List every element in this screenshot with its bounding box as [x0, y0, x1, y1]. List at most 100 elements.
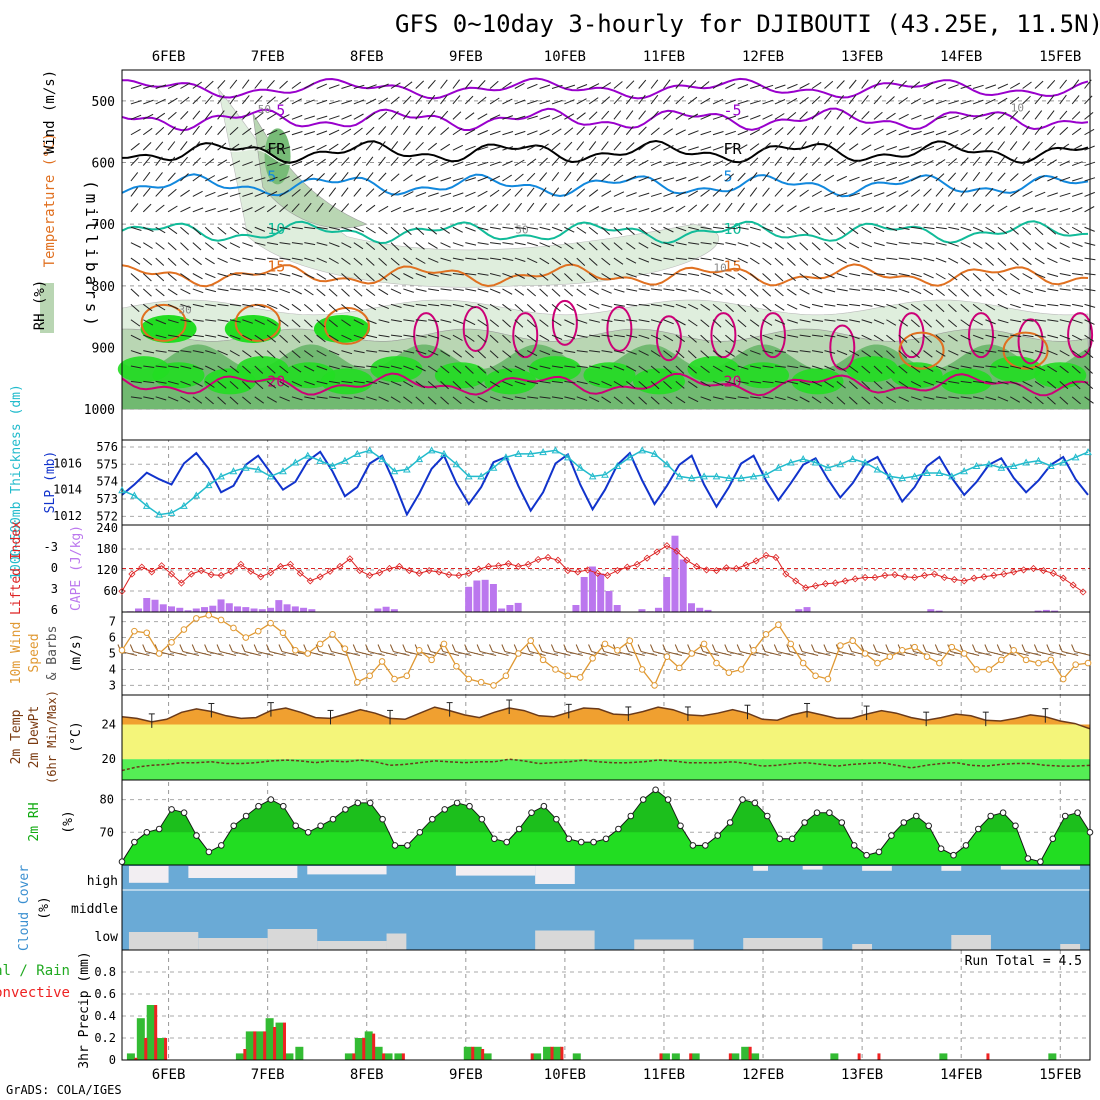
upper-wind-barb: [192, 125, 200, 136]
surface-wind-barb-feather: [501, 644, 506, 652]
upper-wind-barb: [353, 273, 363, 282]
upper-wind-barb: [316, 350, 327, 357]
upper-wind-barb: [997, 205, 1008, 213]
surface-wind-barb: [839, 651, 856, 656]
upper-wind-barb: [514, 350, 525, 358]
wind-speed-marker: [391, 675, 398, 683]
wind-speed-marker: [626, 637, 634, 645]
upper-wind-barb: [650, 334, 662, 341]
upper-wind-barb: [303, 303, 314, 312]
upper-wind-barb: [725, 187, 734, 197]
upper-wind-barb: [341, 365, 353, 369]
upper-wind-barb: [588, 242, 598, 251]
upper-wind-barb: [291, 319, 301, 328]
upper-wind-barb: [266, 176, 278, 182]
rh-marker: [1024, 855, 1032, 862]
upper-wind-barb: [787, 303, 798, 310]
upper-wind-barb: [910, 175, 922, 182]
upper-wind-barb: [452, 144, 464, 151]
upper-wind-barb: [898, 204, 908, 213]
upper-wind-barb: [514, 365, 526, 372]
upper-wind-barb: [155, 257, 165, 266]
upper-wind-barb: [551, 380, 563, 384]
wind-speed-marker: [1022, 656, 1030, 664]
precip-total-bar: [572, 1053, 581, 1060]
upper-wind-barb: [229, 303, 241, 307]
precip-convective-bar: [273, 1027, 277, 1060]
upper-wind-barb: [365, 257, 375, 266]
upper-wind-barb: [564, 127, 574, 136]
upper-wind-barb: [724, 202, 733, 213]
upper-wind-barb: [489, 303, 500, 311]
upper-wind-barb: [551, 273, 561, 282]
upper-wind-barb: [390, 96, 400, 105]
upper-wind-barb: [651, 288, 663, 291]
upper-wind-barb: [700, 365, 710, 374]
upper-wind-barb: [378, 205, 389, 213]
upper-wind-barb: [551, 319, 562, 327]
upper-wind-barb: [1059, 207, 1071, 213]
cape-bar: [151, 599, 159, 612]
wind-speed-marker: [254, 627, 262, 635]
upper-wind-barb: [700, 319, 710, 328]
upper-wind-barb: [304, 145, 315, 151]
upper-wind-barb: [564, 380, 576, 384]
thickness-tick-label: 572: [96, 509, 118, 523]
upper-wind-barb: [626, 192, 637, 197]
cloud-row-label: high: [87, 874, 118, 889]
temp-contour-ring: [323, 306, 370, 345]
upper-wind-barb: [886, 334, 896, 343]
upper-wind-barb: [1034, 158, 1044, 166]
upper-wind-barb: [997, 319, 1009, 324]
upper-wind-barb: [180, 365, 192, 369]
panel-frame-precip: [121, 949, 1091, 1061]
upper-wind-barb: [291, 303, 302, 312]
upper-wind-barb: [1047, 226, 1057, 235]
upper-wind-barb: [563, 156, 572, 166]
upper-wind-barb: [341, 142, 351, 151]
upper-wind-barb: [972, 127, 983, 136]
upper-wind-barb: [378, 273, 388, 281]
upper-wind-barb: [737, 144, 748, 151]
upper-wind-barb: [217, 226, 227, 235]
upper-wind-barb: [650, 381, 660, 390]
upper-wind-barb: [811, 365, 823, 370]
upper-wind-barb: [886, 242, 898, 246]
upper-wind-barb: [786, 273, 796, 282]
upper-wind-barb: [465, 273, 477, 276]
lifted-index-marker: [395, 562, 403, 570]
lifted-index-marker: [197, 567, 205, 575]
upper-wind-barb: [774, 84, 786, 89]
xtick-label-bottom: 12FEB: [742, 1067, 784, 1083]
upper-wind-barb: [167, 242, 177, 251]
lifted-index-marker: [475, 565, 483, 573]
upper-wind-barb: [1084, 381, 1094, 390]
upper-wind-barb: [663, 365, 672, 374]
upper-wind-barb: [1047, 242, 1057, 250]
upper-wind-barb: [712, 131, 724, 136]
upper-wind-barb: [353, 365, 365, 368]
upper-wind-barb: [873, 257, 885, 261]
upper-wind-barb: [836, 208, 848, 213]
upper-wind-barb: [675, 95, 685, 105]
upper-wind-barb: [613, 157, 623, 166]
upper-wind-barb: [812, 319, 824, 322]
upper-wind-barb: [1084, 112, 1094, 120]
upper-wind-barb: [464, 381, 475, 389]
precip-convective-bar: [530, 1053, 534, 1060]
upper-wind-barb: [266, 113, 277, 120]
upper-wind-barb: [378, 156, 386, 166]
upper-wind-barb: [1072, 273, 1084, 276]
upper-wind-barb: [353, 113, 364, 120]
isotherm-upper-purple: [121, 77, 1089, 100]
upper-wind-barb: [403, 207, 414, 213]
high-cloud-block: [455, 866, 536, 876]
cloud-row-label: middle: [71, 902, 118, 917]
xtick-label-bottom: 11FEB: [643, 1067, 685, 1083]
upper-wind-barb: [861, 396, 871, 405]
xtick-label-top: 8FEB: [350, 49, 384, 65]
surface-wind-barb-feather: [191, 644, 196, 652]
surface-wind-barb: [826, 651, 843, 656]
upper-wind-barb: [985, 171, 993, 182]
upper-wind-barb: [415, 80, 425, 89]
